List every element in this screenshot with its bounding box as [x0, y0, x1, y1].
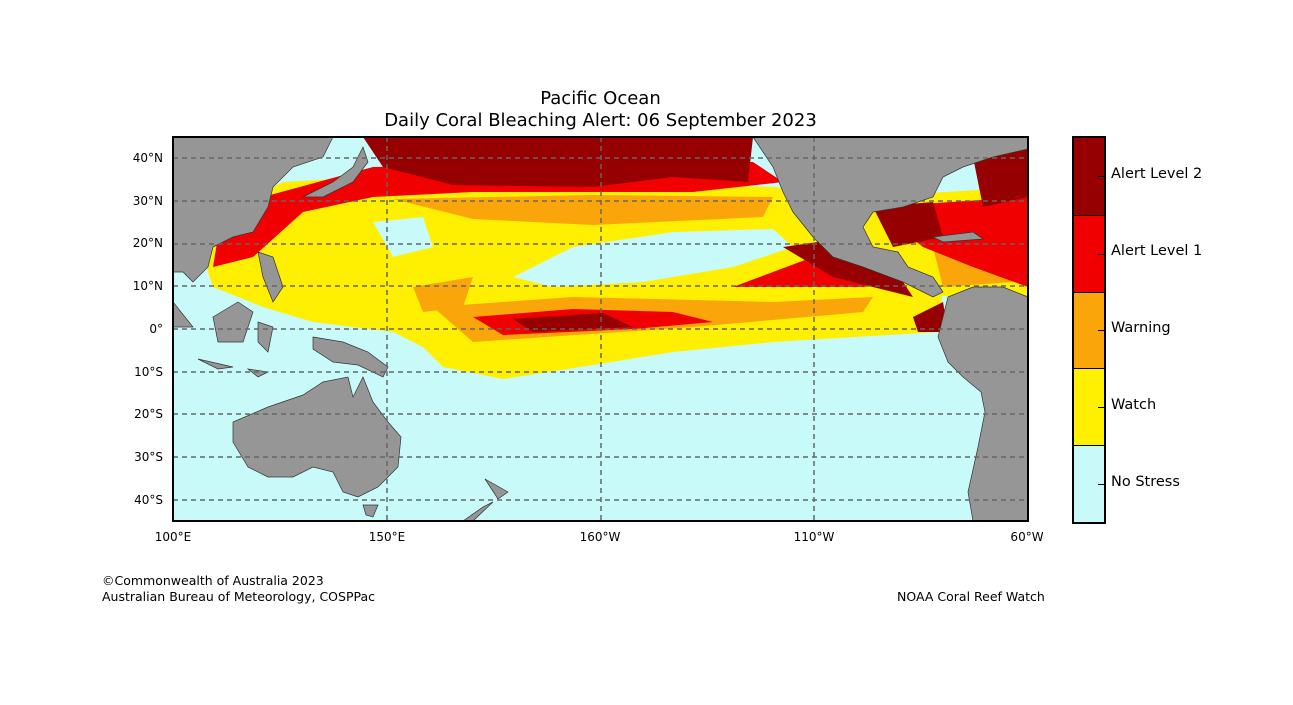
cuba	[931, 231, 985, 243]
legend-label: Watch	[1111, 397, 1157, 413]
y-tick-label: 30°S	[134, 450, 163, 464]
legend-swatch-alert-level-2	[1074, 138, 1104, 215]
y-tick-label: 40°S	[134, 493, 163, 507]
x-tick-label: 150°E	[368, 530, 406, 544]
legend-swatch-alert-level-1	[1074, 214, 1104, 292]
x-tick-label: 110°W	[793, 530, 835, 544]
y-tick-label: 40°N	[132, 151, 163, 165]
credit-text: NOAA Coral Reef Watch	[897, 589, 1045, 604]
land	[172, 136, 1029, 522]
sulawesi	[257, 321, 274, 353]
borneo	[212, 301, 254, 343]
coral-alert-map	[172, 136, 1029, 522]
legend-label: Warning	[1111, 320, 1171, 336]
no-stress-pocket	[373, 217, 433, 257]
y-tick-label: 10°S	[134, 365, 163, 379]
gridlines	[173, 137, 1028, 521]
alert-level-2-region	[363, 137, 753, 187]
map-title: Pacific Ocean	[540, 88, 661, 109]
y-tick-label: 20°N	[132, 236, 163, 250]
legend-label: Alert Level 1	[1111, 243, 1203, 259]
copyright-text: ©Commonwealth of Australia 2023	[102, 573, 324, 588]
agency-text: Australian Bureau of Meteorology, COSPPa…	[102, 589, 375, 604]
warning-region	[393, 195, 773, 225]
alert-level-2-region	[783, 237, 913, 297]
legend-swatch-watch	[1074, 368, 1104, 446]
philippines	[257, 251, 284, 303]
y-tick-label: 30°N	[132, 194, 163, 208]
alert-level-2-region	[913, 302, 948, 332]
alert-level-2-region	[873, 202, 943, 247]
x-tick-label: 100°E	[154, 530, 192, 544]
legend-colorbar	[1072, 136, 1106, 524]
australia	[232, 376, 402, 498]
y-tick-label: 10°N	[132, 279, 163, 293]
y-tick-label: 0°	[149, 322, 163, 336]
north-america	[752, 136, 1029, 298]
map-frame	[172, 136, 1029, 522]
alert-level-1-region	[213, 162, 783, 267]
japan	[302, 146, 369, 198]
new-guinea	[312, 336, 389, 378]
south-america	[937, 286, 1029, 522]
x-tick-label: 160°W	[579, 530, 621, 544]
alert-level-2-region	[973, 147, 1028, 207]
legend-swatch-warning	[1074, 291, 1104, 369]
legend-swatch-no-stress	[1074, 445, 1104, 522]
y-tick-label: 20°S	[134, 407, 163, 421]
tasmania	[362, 504, 379, 518]
alert-level-2-region	[513, 313, 633, 332]
legend-label: No Stress	[1111, 474, 1180, 490]
legend-label: Alert Level 2	[1111, 166, 1203, 182]
map-subtitle: Daily Coral Bleaching Alert: 06 Septembe…	[384, 110, 817, 131]
x-tick-label: 60°W	[1010, 530, 1044, 544]
